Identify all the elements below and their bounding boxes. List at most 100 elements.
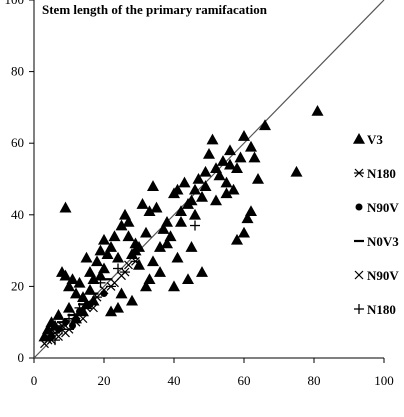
legend: V3 N180 N90V N0V3 N90V N180 [353,132,399,317]
data-point [87,273,100,285]
data-point [199,180,212,191]
x-axis-ticks: 0 20 40 60 80 100 [31,358,394,388]
y-axis-ticks: 0 20 40 60 80 100 [5,0,34,365]
data-point [40,339,49,349]
legend-marker [354,270,364,280]
data-point [112,251,124,263]
x-tick-label: 20 [98,373,111,388]
data-point [89,303,98,313]
data-point [99,285,109,295]
data-point [182,273,194,285]
data-point [95,277,106,288]
data-point [171,251,184,263]
legend-marker [355,203,363,211]
data-point [126,294,138,306]
data-point [112,301,124,313]
data-point [154,266,166,277]
data-point [52,309,65,320]
data-point [245,140,257,152]
data-point [84,283,96,295]
data-point [59,269,72,281]
legend-label: N180 [367,166,396,181]
data-point [61,328,70,338]
data-point [248,151,261,163]
data-point [91,255,103,267]
y-tick-label: 40 [11,207,24,222]
data-point [115,219,128,231]
data-point [70,287,82,299]
data-point [203,147,215,159]
data-point [105,241,117,252]
data-point [199,165,212,177]
data-point [224,158,236,170]
data-point [227,183,240,195]
data-point [115,287,128,299]
x-tick-label: 40 [168,373,181,388]
data-point [220,176,233,188]
data-point [241,212,254,224]
data-point [105,305,117,317]
data-point [210,194,222,206]
data-point [252,173,264,184]
data-point [150,201,163,213]
data-point [143,273,156,285]
data-point [290,165,303,177]
data-point [196,190,208,202]
y-tick-label: 60 [11,135,24,150]
data-point [66,273,79,285]
y-tick-label: 0 [18,350,25,365]
y-tick-label: 80 [11,64,24,79]
data-point [189,183,201,195]
plot-frame [33,0,384,359]
data-point [57,324,67,335]
series-x [40,260,133,349]
data-point [98,233,110,245]
data-point [231,162,243,174]
data-point [161,215,173,227]
legend-label: N0V3 [367,234,399,249]
data-point [157,223,170,234]
data-point [94,269,107,281]
data-point [94,244,107,256]
data-point [224,144,236,156]
data-point [185,241,198,252]
data-point [245,205,257,217]
points-layer [38,104,324,349]
data-point [140,280,152,292]
data-point [190,220,200,231]
data-point [217,155,229,166]
x-tick-label: 100 [374,373,394,388]
data-point [122,215,135,227]
data-point [238,130,250,141]
data-point [108,230,121,242]
x-tick-label: 80 [308,373,321,388]
data-point [78,314,88,324]
data-point [63,280,75,292]
legend-marker [354,304,364,314]
data-point [117,271,126,281]
data-point [238,226,250,238]
data-point [124,260,133,270]
data-point [154,241,166,252]
data-point [189,208,201,220]
data-point [185,194,198,206]
data-point [100,290,108,298]
data-point [168,280,180,292]
legend-label: V3 [367,132,383,147]
data-point [71,317,81,327]
data-point [192,173,205,184]
data-point [80,251,93,263]
y-tick-label: 100 [5,0,25,7]
data-point [50,335,60,346]
x-tick-label: 0 [31,373,38,388]
data-point [175,205,187,217]
data-point [113,263,123,274]
data-point [259,119,271,131]
data-point [59,201,72,213]
data-point [213,169,226,181]
data-point [110,278,119,288]
chart-title: Stem length of the primary ramifacation [42,2,268,17]
data-point [136,198,149,209]
data-point [54,332,63,341]
